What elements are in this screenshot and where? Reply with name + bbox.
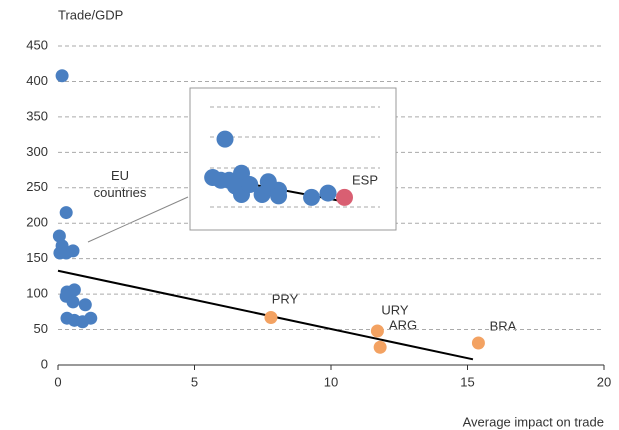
y-tick-label: 0 [41,356,48,371]
point [319,184,337,202]
x-tick-label: 5 [191,374,198,389]
point [303,188,321,206]
point [226,177,244,195]
point [59,206,73,220]
point [66,244,80,258]
inset-plot [204,130,353,206]
y-tick-label: 50 [34,321,48,336]
y-tick-label: 200 [26,215,48,230]
point [270,187,288,205]
y-tick-label: 250 [26,179,48,194]
y-tick-label: 400 [26,73,48,88]
point [264,311,278,325]
point [78,298,92,312]
point [66,295,80,309]
x-axis-title: Average impact on trade [463,414,604,429]
point [471,336,485,350]
point [55,69,69,83]
y-tick-label: 350 [26,108,48,123]
point [241,176,259,194]
y-tick-label: 300 [26,144,48,159]
annotation: URY [381,302,409,317]
y-axis-title: Trade/GDP [58,7,123,22]
point [373,340,387,354]
annotation: PRY [272,291,299,306]
point [336,188,353,206]
x-tick-label: 10 [324,374,338,389]
y-tick-label: 100 [26,286,48,301]
y-tick-label: 450 [26,37,48,52]
x-tick-label: 20 [597,374,611,389]
callout-line [87,196,189,243]
x-tick-label: 15 [460,374,474,389]
y-tick-label: 150 [26,250,48,265]
x-tick-label: 0 [54,374,61,389]
point [52,229,66,243]
inset-frame [189,87,397,231]
annotation: ARG [389,317,417,332]
point [84,311,98,325]
annotation: EU countries [94,168,147,200]
annotation: ESP [352,172,378,187]
point [216,130,234,148]
point [370,324,384,338]
annotation: BRA [490,318,517,333]
